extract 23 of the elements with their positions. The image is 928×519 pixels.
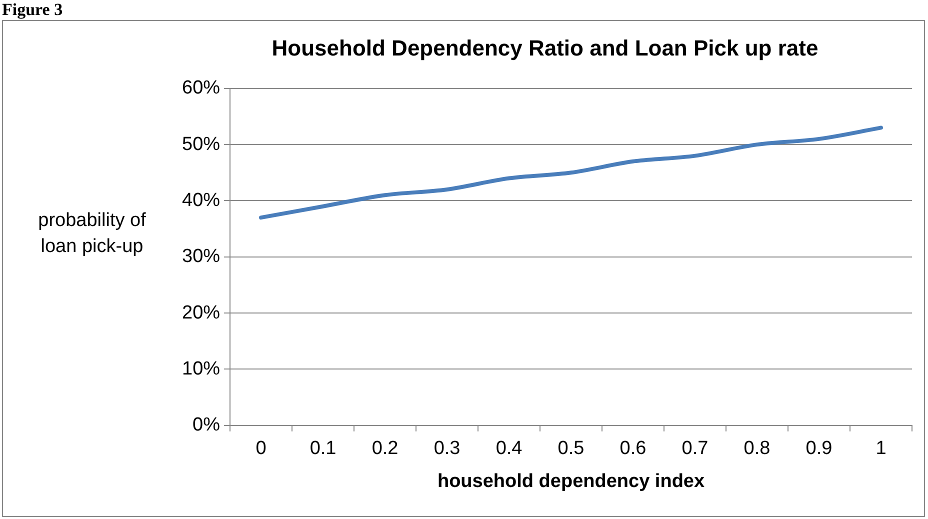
x-tick-label: 0 xyxy=(256,438,266,460)
x-tick-label: 0.3 xyxy=(434,438,460,460)
caption: Figure 3 xyxy=(2,0,63,20)
x-tick-label: 0.6 xyxy=(620,438,646,460)
x-tick-label: 0.2 xyxy=(372,438,398,460)
line-series xyxy=(259,126,883,220)
y-axis-title: probability of loan pick-up xyxy=(38,209,146,259)
y-tick-label: 40% xyxy=(182,190,220,211)
y-tick-label: 30% xyxy=(182,246,220,268)
x-tick-label: 0.8 xyxy=(744,438,770,460)
x-tick-label: 0.9 xyxy=(806,438,832,460)
y-tick-label: 50% xyxy=(182,134,220,155)
x-tick-label: 0.7 xyxy=(682,438,708,460)
y-tick-label: 20% xyxy=(182,302,220,324)
x-tick-label: 1 xyxy=(876,438,886,460)
chart-title: Household Dependency Ratio and Loan Pick up rate xyxy=(272,35,818,60)
y-tick-label: 0% xyxy=(192,414,220,436)
y-tick-label: 60% xyxy=(182,78,220,99)
x-axis-title: household dependency index xyxy=(437,470,705,492)
y-tick-label: 10% xyxy=(182,358,220,380)
x-tick-label: 0.5 xyxy=(558,438,584,460)
x-tick-label: 0.4 xyxy=(496,438,523,460)
x-tick-label: 0.1 xyxy=(310,438,336,460)
